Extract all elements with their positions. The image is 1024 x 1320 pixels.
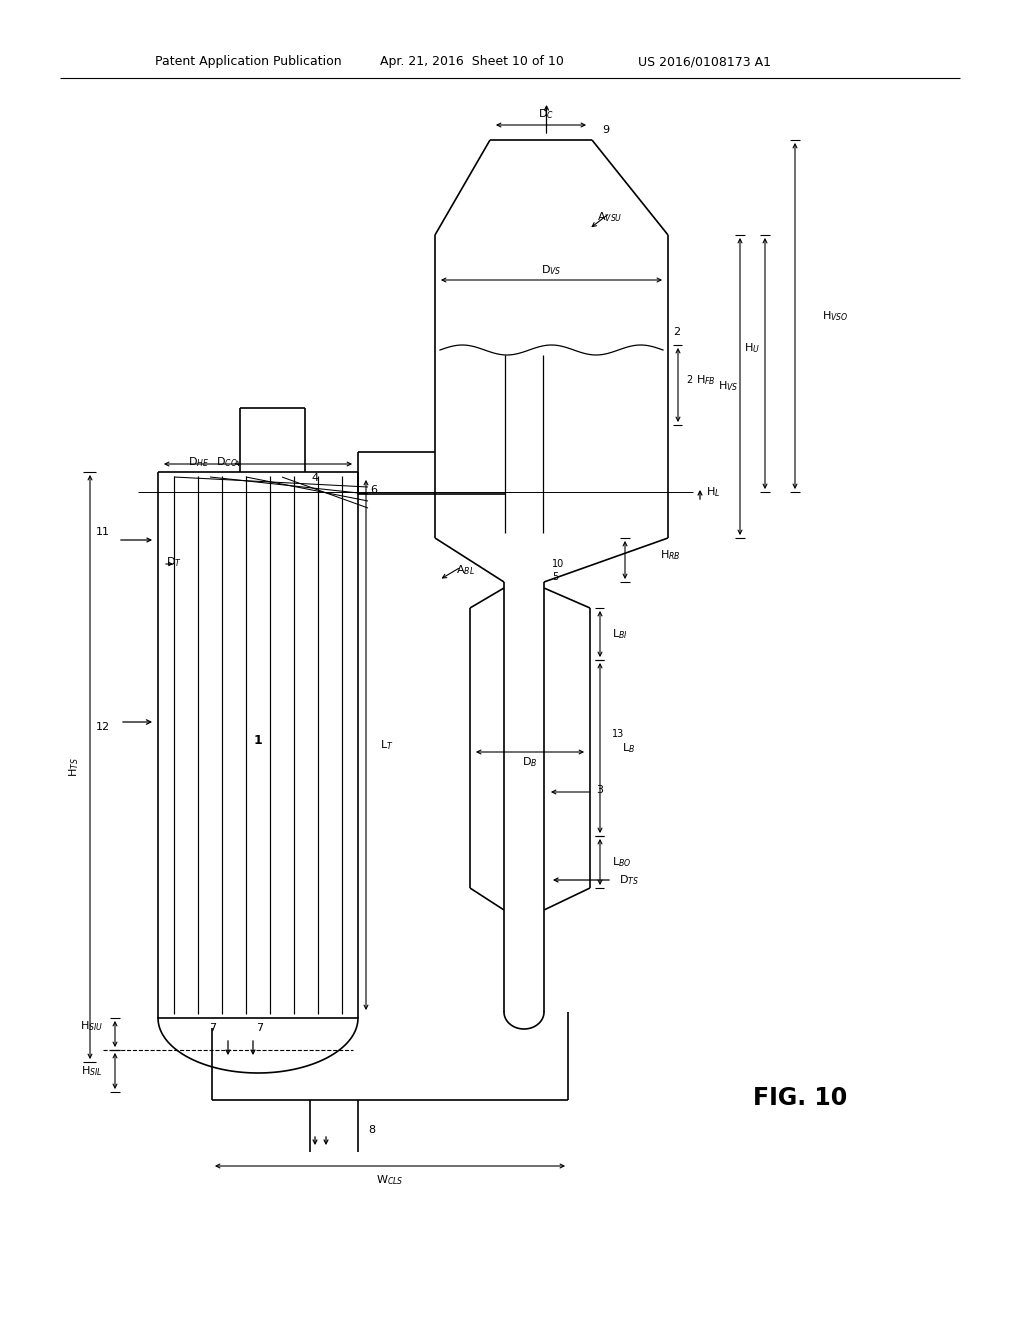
Text: 6: 6: [370, 484, 377, 495]
Text: W$_{CLS}$: W$_{CLS}$: [376, 1173, 403, 1187]
Text: D$_T$: D$_T$: [166, 556, 182, 569]
Text: US 2016/0108173 A1: US 2016/0108173 A1: [638, 55, 771, 69]
Text: Patent Application Publication: Patent Application Publication: [155, 55, 342, 69]
Text: H$_{RB}$: H$_{RB}$: [660, 548, 681, 562]
Text: H$_{TS}$: H$_{TS}$: [68, 758, 81, 777]
Text: H$_L$: H$_L$: [706, 486, 720, 499]
Text: 2: 2: [673, 327, 680, 337]
Text: L$_{BO}$: L$_{BO}$: [612, 855, 632, 869]
Text: 4: 4: [311, 473, 318, 483]
Text: 1: 1: [254, 734, 262, 747]
Text: H$_U$: H$_U$: [744, 342, 760, 355]
Text: A$_{VSU}$: A$_{VSU}$: [597, 210, 623, 224]
Text: 7: 7: [209, 1023, 216, 1034]
Text: D$_B$: D$_B$: [522, 755, 538, 768]
Text: 5: 5: [552, 572, 558, 582]
Text: L$_T$: L$_T$: [380, 738, 393, 752]
Text: H$_{FB}$: H$_{FB}$: [696, 374, 716, 387]
Text: L$_B$: L$_B$: [622, 741, 635, 755]
Text: D$_{HE}$: D$_{HE}$: [188, 455, 209, 469]
Text: 7: 7: [256, 1023, 263, 1034]
Text: D$_C$: D$_C$: [539, 107, 555, 121]
Text: 13: 13: [612, 729, 625, 739]
Text: 2: 2: [686, 375, 692, 385]
Text: H$_{SIL}$: H$_{SIL}$: [82, 1064, 103, 1078]
Text: 12: 12: [96, 722, 110, 733]
Text: H$_{SIU}$: H$_{SIU}$: [80, 1019, 103, 1032]
Text: 10: 10: [552, 558, 564, 569]
Text: 9: 9: [602, 125, 609, 135]
Text: Apr. 21, 2016  Sheet 10 of 10: Apr. 21, 2016 Sheet 10 of 10: [380, 55, 564, 69]
Text: 11: 11: [96, 527, 110, 537]
Text: H$_{VSO}$: H$_{VSO}$: [821, 309, 848, 323]
Text: D$_{TS}$: D$_{TS}$: [618, 873, 639, 887]
Text: 3: 3: [596, 785, 603, 795]
Text: L$_{BI}$: L$_{BI}$: [612, 627, 628, 642]
Text: A$_{BL}$: A$_{BL}$: [456, 564, 474, 577]
Text: FIG. 10: FIG. 10: [753, 1086, 847, 1110]
Text: D$_{CO}$: D$_{CO}$: [216, 455, 238, 469]
Text: H$_{VS}$: H$_{VS}$: [718, 380, 738, 393]
Text: 8: 8: [368, 1125, 375, 1135]
Text: D$_{VS}$: D$_{VS}$: [541, 263, 562, 277]
